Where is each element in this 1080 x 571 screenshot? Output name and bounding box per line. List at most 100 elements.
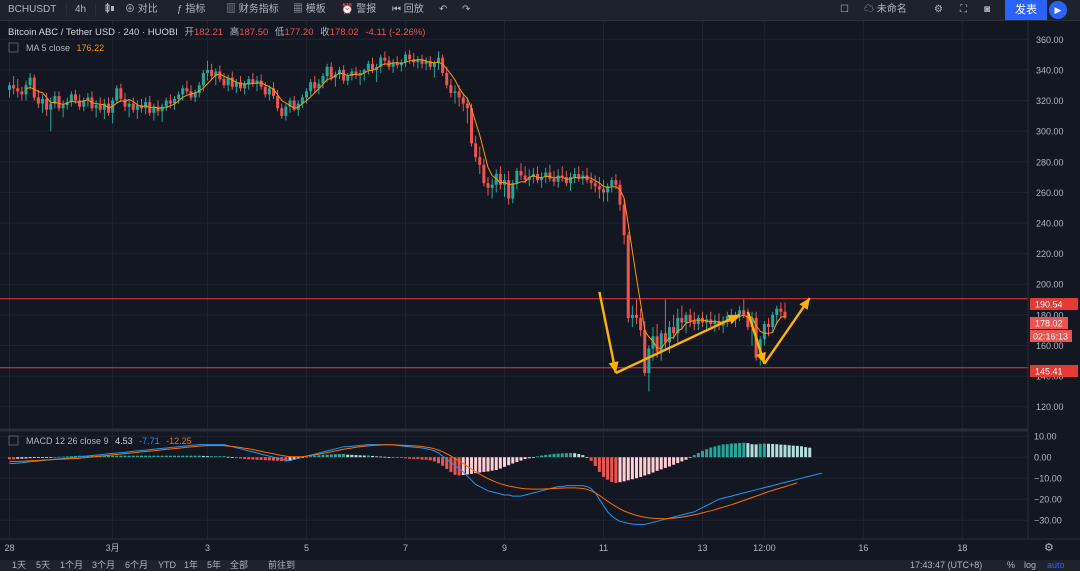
financials-button[interactable]: ▥ 财务指标 bbox=[226, 0, 279, 20]
candle-body bbox=[383, 57, 387, 61]
macd-tick-label: 10.00 bbox=[1034, 432, 1057, 442]
publish-button[interactable]: 发表 bbox=[1005, 0, 1047, 20]
histogram-bar bbox=[90, 455, 94, 458]
price-tick-label: 360.00 bbox=[1036, 35, 1064, 45]
price-axis[interactable]: 120.00140.00160.00180.00200.00220.00240.… bbox=[1036, 35, 1064, 412]
range-button[interactable]: YTD bbox=[158, 560, 176, 570]
fullscreen-icon[interactable]: ⛶ bbox=[960, 4, 967, 15]
range-button[interactable]: 1天 bbox=[12, 560, 27, 570]
range-button[interactable]: 全部 bbox=[230, 560, 249, 570]
candle-body bbox=[94, 105, 98, 109]
percent-scale-toggle[interactable]: % bbox=[1007, 560, 1016, 570]
candle-body bbox=[432, 62, 436, 67]
macd-legend-text[interactable]: MACD 12 26 close 9 4.53 -7.71 -12.25 bbox=[26, 436, 192, 446]
histogram-bar bbox=[36, 457, 40, 458]
goto-date-button[interactable]: 前往到 bbox=[268, 560, 296, 570]
range-button[interactable]: 5年 bbox=[207, 560, 222, 570]
legend-title: Bitcoin ABC / Tether USD · 240 · HUOBI bbox=[8, 27, 178, 38]
annotation-arrows[interactable] bbox=[598, 291, 811, 375]
candle bbox=[131, 97, 135, 113]
candle-body bbox=[713, 320, 717, 325]
candle-body bbox=[28, 77, 32, 86]
compare-button[interactable]: ⊕ 对比 bbox=[125, 0, 158, 20]
candle bbox=[713, 314, 717, 332]
candle-body bbox=[309, 82, 313, 92]
price-tick-label: 280.00 bbox=[1036, 157, 1064, 167]
templates-button[interactable]: ▦ 模板 bbox=[293, 0, 326, 20]
axis-settings-gear-icon[interactable]: ⚙ bbox=[1044, 542, 1054, 554]
histogram-bar bbox=[53, 456, 57, 458]
histogram-bar bbox=[61, 456, 65, 458]
candle bbox=[247, 76, 251, 90]
layout-name-button[interactable]: ☁ 未命名 bbox=[864, 0, 907, 20]
histogram-bar bbox=[569, 453, 572, 458]
histogram-bar bbox=[581, 455, 585, 458]
histogram-bar bbox=[564, 453, 568, 458]
last-price-tag-bg bbox=[1030, 317, 1068, 329]
play-icon[interactable]: ▶ bbox=[1049, 1, 1067, 19]
time-axis[interactable]: 28 3月 3 5 7 9 11 13 12:00 16 18 bbox=[4, 543, 967, 553]
candle bbox=[329, 62, 333, 81]
range-button[interactable]: 5天 bbox=[36, 560, 51, 570]
indicators-button[interactable]: ƒ 指标 bbox=[177, 0, 205, 20]
macd-axis[interactable]: 10.00 0.00 −10.00 −20.00 −30.00 bbox=[1034, 432, 1062, 526]
histogram-bar bbox=[20, 457, 24, 459]
candle bbox=[523, 166, 527, 184]
macd-collapse-icon[interactable] bbox=[8, 435, 19, 446]
interval-selector[interactable]: 4h bbox=[75, 4, 87, 15]
candle bbox=[420, 54, 424, 69]
macd-value-2: -7.71 bbox=[139, 436, 160, 446]
range-button[interactable]: 3个月 bbox=[92, 560, 116, 570]
ma-collapse-icon[interactable] bbox=[8, 42, 19, 53]
candle-body bbox=[457, 91, 461, 98]
histogram-bar bbox=[156, 455, 160, 458]
candle bbox=[408, 50, 412, 64]
candle-body bbox=[20, 91, 24, 95]
replay-button[interactable]: ⏮ 回放 bbox=[392, 0, 424, 20]
ma-legend[interactable]: MA 5 close 176.22 bbox=[26, 43, 104, 53]
candle bbox=[152, 103, 156, 121]
alert-button[interactable]: ⏰ 警报 bbox=[341, 0, 376, 20]
candle bbox=[564, 170, 568, 187]
histogram-bar bbox=[527, 457, 531, 459]
price-tick-label: 180.00 bbox=[1036, 310, 1064, 320]
histogram-bar bbox=[416, 457, 420, 460]
histogram-bar bbox=[288, 457, 292, 461]
range-button[interactable]: 6个月 bbox=[125, 560, 149, 570]
chart-canvas[interactable]: 120.00140.00160.00180.00200.00220.00240.… bbox=[0, 21, 1080, 560]
horizontal-lines[interactable] bbox=[0, 298, 1028, 369]
candle bbox=[284, 103, 288, 121]
histogram-bar bbox=[622, 457, 626, 482]
candle bbox=[647, 345, 651, 392]
settings-gear-icon[interactable]: ⚙ bbox=[934, 4, 943, 15]
auto-scale-toggle[interactable]: auto bbox=[1047, 560, 1065, 570]
candle-style-icon[interactable] bbox=[104, 0, 116, 20]
histogram-bar bbox=[424, 457, 428, 460]
macd-legend: MACD 12 26 close 9 4.53 -7.71 -12.25 bbox=[8, 435, 192, 446]
histogram-bar bbox=[65, 456, 69, 458]
candle-body bbox=[300, 97, 304, 104]
redo-icon[interactable]: ↷ bbox=[462, 4, 471, 15]
candle-body bbox=[643, 330, 647, 374]
range-button[interactable]: 1个月 bbox=[60, 560, 84, 570]
histogram-bar bbox=[738, 442, 742, 458]
histogram-bar bbox=[771, 443, 775, 458]
histogram-bar bbox=[12, 457, 16, 460]
histogram-bar bbox=[292, 457, 296, 460]
candle-body bbox=[569, 177, 572, 184]
log-scale-toggle[interactable]: log bbox=[1024, 560, 1037, 570]
range-button[interactable]: 1年 bbox=[184, 560, 199, 570]
histogram-bar bbox=[643, 457, 647, 476]
camera-icon[interactable]: ◙ bbox=[984, 4, 991, 15]
symbol-search[interactable]: BCHUSDT bbox=[8, 4, 57, 15]
histogram-bar bbox=[309, 456, 313, 458]
time-tick-label: 7 bbox=[403, 543, 408, 553]
top-toolbar: BCHUSDT 4h ⊕ 对比 ƒ 指标 ▥ 财务指标 ▦ 模板 ⏰ 警报 ⏮ … bbox=[0, 0, 1080, 21]
undo-icon[interactable]: ↶ bbox=[439, 4, 448, 15]
price-tick-label: 240.00 bbox=[1036, 219, 1064, 229]
histogram-bar bbox=[74, 455, 77, 458]
histogram-bar bbox=[606, 457, 610, 480]
candle bbox=[317, 79, 321, 95]
layout-square-icon[interactable]: ☐ bbox=[840, 4, 849, 15]
candle bbox=[544, 167, 548, 184]
